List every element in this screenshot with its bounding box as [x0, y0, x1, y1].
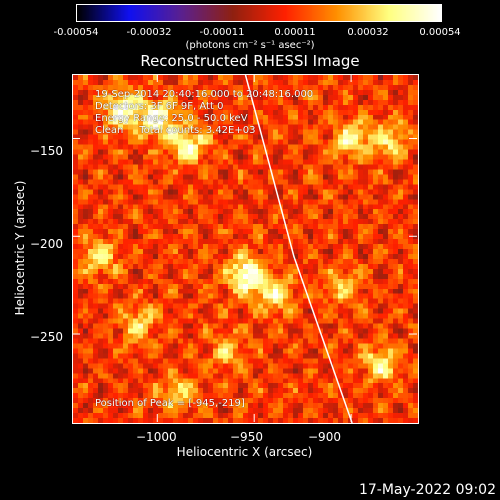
colorbar-tick-label: -0.00032 [126, 27, 172, 38]
colorbar-tick-label: -0.00011 [199, 27, 245, 38]
colorbar-unit-label: (photons cm⁻² s⁻¹ asec⁻²) [185, 40, 315, 51]
x-tick-label: −1000 [136, 430, 177, 444]
info-clean-counts: Clean Total counts: 3.42E+03 [95, 125, 256, 136]
x-tick-label: −900 [308, 430, 341, 444]
y-tick-label: −150 [30, 144, 63, 158]
colorbar-tick-label: 0.00011 [274, 27, 316, 38]
plot-area: 19-Sep-2014 20:40:16.000 to 20:48:16.000… [72, 74, 419, 424]
y-axis-label: Heliocentric Y (arcsec) [13, 180, 27, 316]
x-tick-label: −950 [230, 430, 263, 444]
colorbar-tick-label: 0.00054 [419, 27, 461, 38]
chart-title: Reconstructed RHESSI Image [140, 52, 360, 70]
colorbar-gradient [76, 4, 442, 22]
y-tick-label: −250 [30, 330, 63, 344]
x-axis-label: Heliocentric X (arcsec) [176, 445, 313, 459]
y-tick-label: −200 [30, 237, 63, 251]
info-detectors: Detectors: 3F 6F 9F, Att 0 [95, 101, 224, 112]
info-time-range: 19-Sep-2014 20:40:16.000 to 20:48:16.000 [95, 89, 314, 100]
info-energy-range: Energy Range: 25.0 - 50.0 keV [95, 113, 248, 124]
info-peak-position: Position of Peak = [-945,-219] [95, 398, 245, 409]
render-timestamp: 17-May-2022 09:02 [358, 482, 496, 498]
limb-overlay [244, 75, 353, 423]
heatmap-image [73, 75, 418, 423]
colorbar-tick-label: 0.00032 [347, 27, 389, 38]
solar-limb-line [244, 75, 353, 423]
colorbar-tick-label: -0.00054 [53, 27, 99, 38]
